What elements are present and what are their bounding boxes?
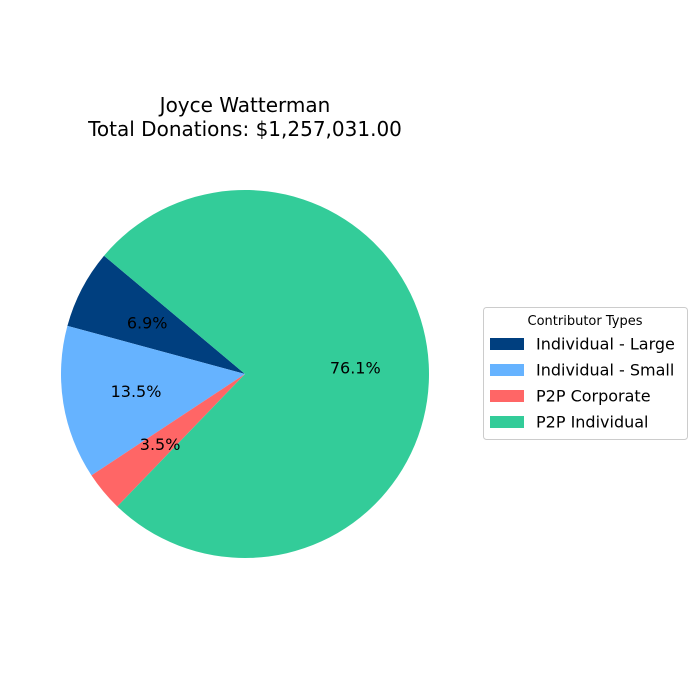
legend-entry-label: P2P Individual — [536, 413, 648, 432]
pie-slice-p2p-corporate — [91, 374, 246, 507]
legend-box — [483, 307, 688, 440]
legend-entry-label: P2P Corporate — [536, 387, 651, 406]
chart-title: Joyce Watterman — [158, 93, 331, 117]
legend-entry-label: Individual - Small — [536, 361, 674, 380]
pie-percent-label: 13.5% — [111, 382, 162, 401]
pie-percent-label: 76.1% — [330, 359, 381, 378]
legend-title: Contributor Types — [528, 314, 643, 329]
pie-slice-p2p-individual — [104, 190, 430, 559]
pie-slice-individual-small — [60, 325, 246, 476]
legend-swatch — [490, 364, 524, 376]
chart-subtitle: Total Donations: $1,257,031.00 — [87, 117, 402, 141]
legend: Contributor Types Individual - LargeIndi… — [483, 307, 688, 440]
pie-slice-individual-large — [67, 255, 246, 374]
legend-entry-label: Individual - Large — [536, 335, 675, 354]
legend-entries: Individual - Large Individual - Small P2P … — [490, 335, 675, 432]
legend-swatch — [490, 416, 524, 428]
pie-percent-labels: 6.9% 13.5% 3.5% 76.1% — [111, 313, 381, 454]
pie-percent-label: 3.5% — [140, 435, 181, 454]
legend-swatch — [490, 338, 524, 350]
legend-swatch — [490, 390, 524, 402]
pie-slices — [60, 190, 430, 559]
pie-percent-label: 6.9% — [127, 313, 168, 332]
